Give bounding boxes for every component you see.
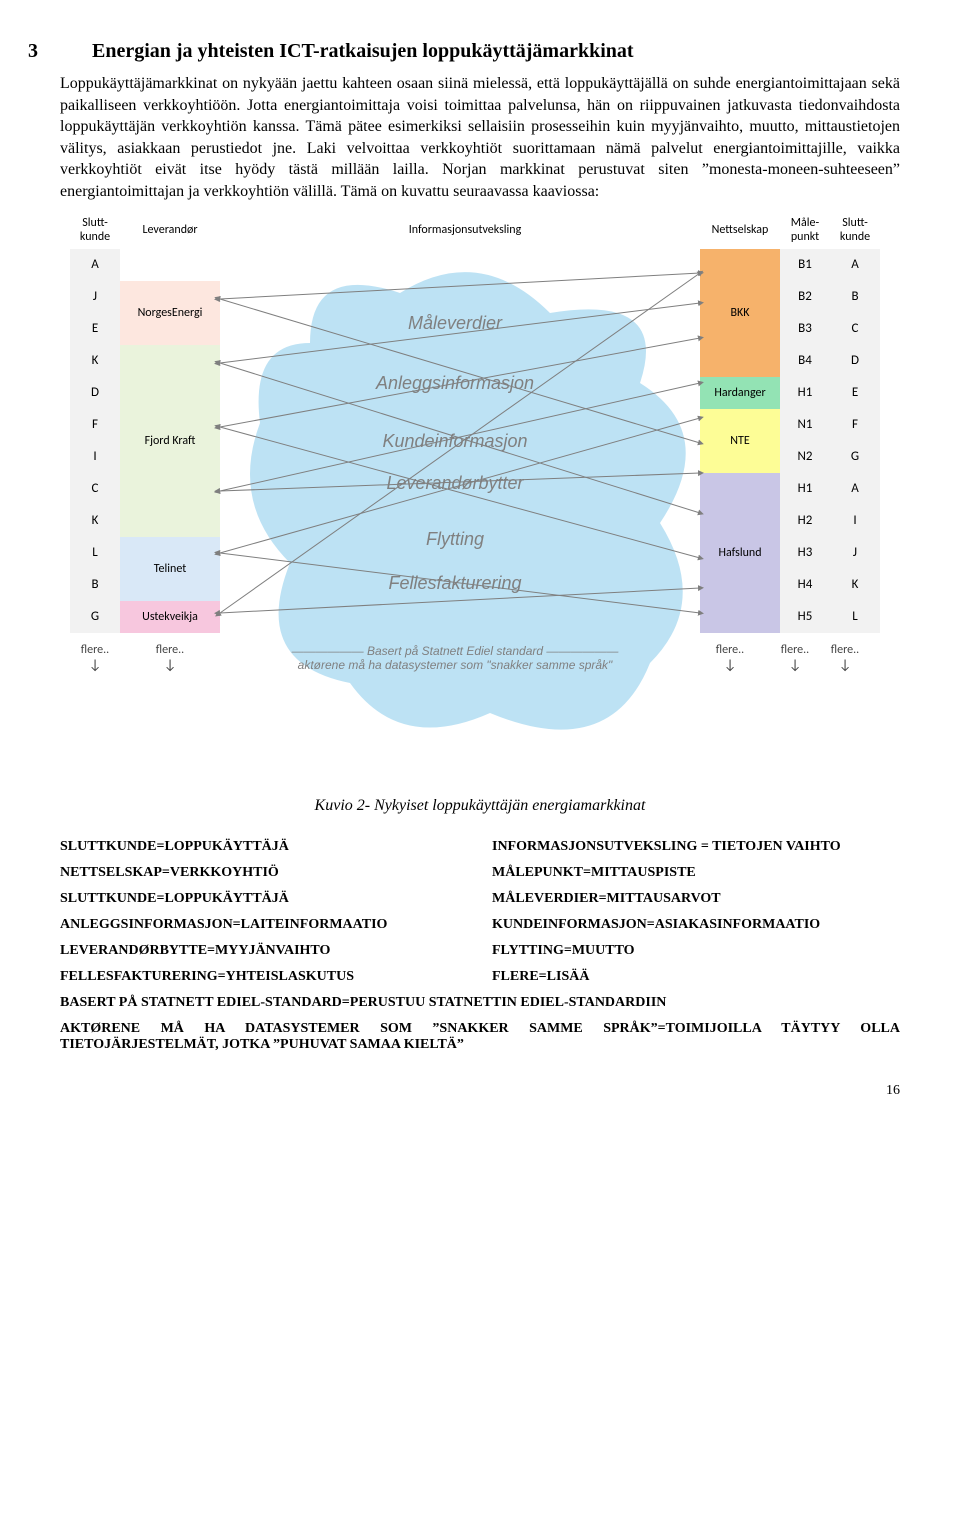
sluttkunde-left-cell: G bbox=[70, 601, 120, 633]
info-exchange-label: Anleggsinformasjon bbox=[355, 373, 555, 394]
section-title-text: Energian ja yhteisten ICT-ratkaisujen lo… bbox=[92, 40, 634, 62]
sluttkunde-left-cell: K bbox=[70, 505, 120, 537]
col-sluttkunde-left: Slutt- kunde AJEKDFICKLBG bbox=[70, 213, 120, 633]
glossary-grid: SLUTTKUNDE=LOPPUKÄYTTÄJÄ INFORMASJONSUTVE… bbox=[60, 839, 900, 1053]
sluttkunde-left-cell: A bbox=[70, 249, 120, 281]
sluttkunde-left-cell: D bbox=[70, 377, 120, 409]
malepunkt-cell: B3 bbox=[780, 313, 830, 345]
header-sluttkunde-left: Slutt- kunde bbox=[70, 213, 120, 249]
malepunkt-cell: H3 bbox=[780, 537, 830, 569]
flere-cell: flere..↓ bbox=[690, 637, 770, 681]
nettselskap-block: BKK bbox=[700, 249, 780, 377]
sluttkunde-left-cell: L bbox=[70, 537, 120, 569]
sluttkunde-left-cell: I bbox=[70, 441, 120, 473]
sluttkunde-right-cell: B bbox=[830, 281, 880, 313]
info-exchange-label: Leverandørbytter bbox=[355, 473, 555, 494]
col-leverandor: Leverandør NorgesEnergiFjord KraftTeline… bbox=[120, 213, 220, 633]
glossary-term: LEVERANDØRBYTTE=MYYJÄNVAIHTO bbox=[60, 943, 468, 959]
leverandor-block: NorgesEnergi bbox=[120, 281, 220, 345]
malepunkt-cell: H5 bbox=[780, 601, 830, 633]
info-exchange-label: Kundeinformasjon bbox=[355, 431, 555, 452]
flere-info-cell: —————— Basert på Statnett Ediel standard… bbox=[220, 637, 690, 681]
sluttkunde-right-cell: F bbox=[830, 409, 880, 441]
sluttkunde-right-cell: G bbox=[830, 441, 880, 473]
nettselskap-block: Hafslund bbox=[700, 473, 780, 633]
leverandor-block bbox=[120, 249, 220, 281]
info-footer-1: —————— Basert på Statnett Ediel standard… bbox=[292, 645, 619, 658]
malepunkt-cell: H4 bbox=[780, 569, 830, 601]
info-exchange-label: Flytting bbox=[355, 529, 555, 550]
col-informasjon: Informasjonsutveksling bbox=[230, 213, 700, 249]
sluttkunde-left-cell: K bbox=[70, 345, 120, 377]
section-heading: 3Energian ja yhteisten ICT-ratkaisujen l… bbox=[60, 40, 900, 63]
sluttkunde-right-cell: E bbox=[830, 377, 880, 409]
glossary-term: MÅLEVERDIER=MITTAUSARVOT bbox=[492, 891, 900, 907]
header-leverandor: Leverandør bbox=[120, 213, 220, 249]
glossary-term: NETTSELSKAP=VERKKOYHTIÖ bbox=[60, 865, 468, 881]
sluttkunde-right-cell: I bbox=[830, 505, 880, 537]
malepunkt-cell: N1 bbox=[780, 409, 830, 441]
malepunkt-cell: H2 bbox=[780, 505, 830, 537]
flere-cell: flere..↓ bbox=[70, 637, 120, 681]
header-malepunkt: Måle- punkt bbox=[780, 213, 830, 249]
glossary-term: FLYTTING=MUUTTO bbox=[492, 943, 900, 959]
glossary-term: FLERE=LISÄÄ bbox=[492, 969, 900, 985]
glossary-term: SLUTTKUNDE=LOPPUKÄYTTÄJÄ bbox=[60, 839, 468, 855]
leverandor-block: Telinet bbox=[120, 537, 220, 601]
sluttkunde-right-cell: A bbox=[830, 249, 880, 281]
col-nettselskap: Nettselskap BKKHardangerNTEHafslund bbox=[700, 213, 780, 633]
leverandor-block: Fjord Kraft bbox=[120, 345, 220, 537]
info-exchange-label: Måleverdier bbox=[355, 313, 555, 334]
information-exchange-diagram: Slutt- kunde AJEKDFICKLBG Leverandør Nor… bbox=[70, 213, 890, 793]
glossary-term: SLUTTKUNDE=LOPPUKÄYTTÄJÄ bbox=[60, 891, 468, 907]
malepunkt-cell: N2 bbox=[780, 441, 830, 473]
header-sluttkunde-right: Slutt- kunde bbox=[830, 213, 880, 249]
glossary-term: FELLESFAKTURERING=YHTEISLASKUTUS bbox=[60, 969, 468, 985]
nettselskap-block: NTE bbox=[700, 409, 780, 473]
flere-cell: flere..↓ bbox=[120, 637, 220, 681]
glossary-term: KUNDEINFORMASJON=ASIAKASINFORMAATIO bbox=[492, 917, 900, 933]
flere-cell: flere..↓ bbox=[770, 637, 820, 681]
info-exchange-label: Fellesfakturering bbox=[355, 573, 555, 594]
glossary-term-full: AKTØRENE MÅ HA DATASYSTEMER SOM ”SNAKKER… bbox=[60, 1021, 900, 1053]
glossary-term: MÅLEPUNKT=MITTAUSPISTE bbox=[492, 865, 900, 881]
glossary-term: INFORMASJONSUTVEKSLING = TIETOJEN VAIHTO bbox=[492, 839, 900, 855]
page-number: 16 bbox=[60, 1083, 900, 1099]
header-nettselskap: Nettselskap bbox=[700, 213, 780, 249]
sluttkunde-left-cell: E bbox=[70, 313, 120, 345]
sluttkunde-left-cell: F bbox=[70, 409, 120, 441]
malepunkt-cell: B4 bbox=[780, 345, 830, 377]
malepunkt-cell: H1 bbox=[780, 377, 830, 409]
flere-cell: flere..↓ bbox=[820, 637, 870, 681]
col-sluttkunde-right: Slutt- kunde ABCDEFGAIJKL bbox=[830, 213, 880, 633]
flere-row: flere..↓ flere..↓ —————— Basert på Statn… bbox=[70, 637, 890, 681]
sluttkunde-right-cell: C bbox=[830, 313, 880, 345]
sluttkunde-right-cell: K bbox=[830, 569, 880, 601]
col-malepunkt: Måle- punkt B1B2B3B4H1N1N2H1H2H3H4H5 bbox=[780, 213, 830, 633]
leverandor-block: Ustekveikja bbox=[120, 601, 220, 633]
malepunkt-cell: H1 bbox=[780, 473, 830, 505]
nettselskap-block: Hardanger bbox=[700, 377, 780, 409]
sluttkunde-right-cell: A bbox=[830, 473, 880, 505]
sluttkunde-left-cell: J bbox=[70, 281, 120, 313]
section-number: 3 bbox=[60, 40, 92, 63]
info-footer-2: aktørene må ha datasystemer som "snakker… bbox=[298, 659, 613, 672]
malepunkt-cell: B2 bbox=[780, 281, 830, 313]
sluttkunde-left-cell: B bbox=[70, 569, 120, 601]
sluttkunde-right-cell: D bbox=[830, 345, 880, 377]
body-paragraph: Loppukäyttäjämarkkinat on nykyään jaettu… bbox=[60, 73, 900, 203]
glossary-term: ANLEGGSINFORMASJON=LAITEINFORMAATIO bbox=[60, 917, 468, 933]
sluttkunde-right-cell: J bbox=[830, 537, 880, 569]
glossary-term-full: BASERT PÅ STATNETT EDIEL-STANDARD=PERUST… bbox=[60, 995, 900, 1011]
sluttkunde-right-cell: L bbox=[830, 601, 880, 633]
figure-caption: Kuvio 2- Nykyiset loppukäyttäjän energia… bbox=[60, 797, 900, 815]
sluttkunde-left-cell: C bbox=[70, 473, 120, 505]
header-informasjon: Informasjonsutveksling bbox=[230, 213, 700, 249]
malepunkt-cell: B1 bbox=[780, 249, 830, 281]
